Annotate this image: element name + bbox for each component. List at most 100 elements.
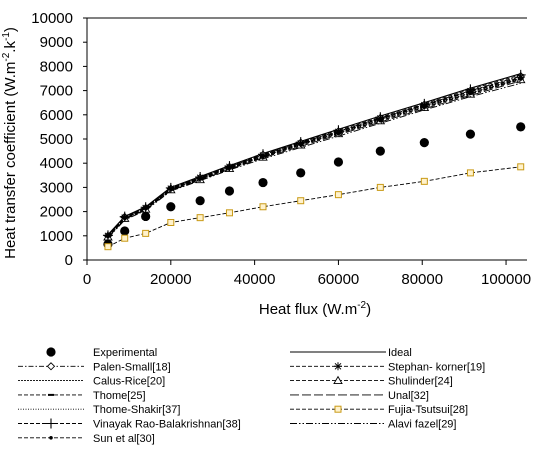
data-point-experimental	[224, 186, 235, 196]
legend-marker-stephan-korner-19	[334, 362, 342, 371]
data-point-fujia-tsutsui-28	[259, 203, 267, 211]
data-point-sun-et-al-30-shape	[122, 216, 127, 221]
y-tick-label: 2000	[40, 204, 73, 221]
series-unal-32	[107, 80, 521, 239]
y-tick-label: 3000	[40, 179, 73, 196]
data-point-fujia-tsutsui-28-shape	[297, 197, 305, 205]
y-axis-title-text: Heat transfer coefficient (W.m	[2, 62, 19, 259]
data-point-fujia-tsutsui-28-shape	[104, 243, 112, 251]
series-line-stephan-korner-19	[107, 76, 521, 237]
legend-label-stephan-korner-19: Stephan- korner[19]	[388, 361, 485, 373]
data-point-experimental-shape	[516, 122, 526, 132]
x-tick-label: 100000	[481, 271, 531, 288]
series-vinayak-rao-balakrishnan-38	[102, 69, 526, 241]
legend-item-palen-small-18: Palen-Small[18]	[18, 361, 171, 373]
data-point-sun-et-al-30	[169, 187, 173, 192]
data-point-fujia-tsutsui-28	[376, 183, 384, 191]
x-axis-title-sup: -2	[357, 300, 366, 311]
data-point-fujia-tsutsui-28-shape	[167, 218, 175, 226]
data-point-experimental-shape	[258, 177, 268, 188]
legend-item-thome-25: Thome[25]	[18, 390, 146, 402]
series-line-unal-32	[107, 80, 521, 239]
data-point-sun-et-al-30-shape	[261, 155, 265, 159]
y-axis-title-mid: .k	[2, 41, 19, 53]
x-tick-label: 80000	[401, 271, 443, 288]
series-sun-et-al-30	[106, 77, 523, 239]
legend-item-ideal: Ideal	[290, 347, 412, 359]
data-point-experimental-shape	[419, 138, 429, 148]
data-point-sun-et-al-30	[378, 118, 383, 123]
legend-marker-shulinder-24	[333, 375, 343, 385]
data-point-experimental-shape	[195, 196, 205, 206]
y-tick-label: 8000	[40, 58, 73, 75]
data-point-fujia-tsutsui-28-shape	[259, 203, 267, 211]
data-point-experimental	[419, 138, 429, 148]
legend-label-alavi-fazel-29: Alavi fazel[29]	[388, 419, 456, 431]
data-point-sun-et-al-30	[122, 216, 127, 221]
x-axis-title-text: Heat flux (W.m	[259, 301, 357, 318]
legend-label-shulinder-24: Shulinder[24]	[388, 376, 453, 388]
data-point-sun-et-al-30-shape	[378, 118, 383, 123]
legend-marker-vinayak-rao-balakrishnan-38-shape	[46, 418, 56, 429]
series-line-sun-et-al-30	[107, 78, 521, 238]
data-point-experimental	[333, 157, 344, 167]
legend-item-fujia-tsutsui-28: Fujia-Tsutsui[28]	[290, 404, 468, 416]
data-point-sun-et-al-30	[261, 155, 265, 159]
data-point-experimental	[120, 226, 130, 236]
legend: Experimental Ideal Palen-Small[18] Stephan-…	[18, 347, 485, 445]
data-point-sun-et-al-30	[106, 234, 110, 239]
data-point-experimental-shape	[296, 168, 306, 178]
legend-item-vinayak-rao-balakrishnan-38: Vinayak Rao-Balakrishnan[38]	[18, 418, 241, 431]
data-point-sun-et-al-30-shape	[298, 143, 303, 147]
data-point-fujia-tsutsui-28-shape	[142, 229, 150, 237]
data-point-sun-et-al-30-shape	[106, 234, 110, 239]
y-axis-title: Heat transfer coefficient (W.m-2.k-1)	[1, 27, 19, 259]
legend-marker-sun-et-al-30-shape	[49, 436, 53, 440]
y-axis-title-sup2: -1	[1, 32, 12, 41]
y-axis-title-end: )	[2, 27, 19, 32]
legend-label-ideal: Ideal	[388, 347, 412, 359]
y-tick-label: 5000	[40, 131, 73, 148]
legend-item-unal-32: Unal[32]	[290, 390, 429, 402]
y-tick-label: 6000	[40, 107, 73, 124]
data-point-experimental	[296, 168, 306, 178]
data-point-sun-et-al-30	[198, 177, 202, 181]
legend-marker-palen-small-18	[46, 362, 56, 371]
legend-marker-fujia-tsutsui-28	[334, 405, 342, 413]
data-point-experimental	[166, 202, 176, 212]
data-point-fujia-tsutsui-28	[104, 243, 112, 251]
axes: 0 1000 2000 3000 4000 5000 6000 7000 8000 9000 100…	[1, 10, 531, 318]
legend-marker-fujia-tsutsui-28-shape	[334, 405, 342, 413]
data-point-sun-et-al-30-shape	[518, 77, 523, 81]
legend-label-palen-small-18: Palen-Small[18]	[93, 361, 171, 373]
data-point-sun-et-al-30	[422, 105, 427, 110]
data-point-experimental	[465, 129, 476, 139]
series-palen-small-18	[103, 71, 525, 240]
data-point-sun-et-al-30	[143, 206, 148, 211]
legend-item-alavi-fazel-29: Alavi fazel[29]	[290, 419, 456, 431]
x-tick-label: 20000	[150, 271, 192, 288]
series-group	[102, 69, 526, 251]
data-point-experimental-shape	[375, 146, 385, 156]
data-point-sun-et-al-30	[468, 91, 473, 96]
data-point-experimental-shape	[120, 226, 130, 236]
legend-item-experimental: Experimental	[46, 347, 157, 359]
x-tick-label: 40000	[234, 271, 276, 288]
legend-label-experimental: Experimental	[93, 347, 157, 359]
y-tick-label: 0	[65, 252, 73, 269]
data-point-fujia-tsutsui-28	[517, 163, 525, 171]
legend-label-thome-shakir-37: Thome-Shakir[37]	[93, 404, 180, 416]
series-shulinder-24	[103, 74, 526, 241]
legend-item-calus-rice-20: Calus-Rice[20]	[18, 376, 165, 388]
series-alavi-fazel-29	[107, 82, 521, 239]
data-point-experimental	[141, 211, 151, 222]
legend-label-calus-rice-20: Calus-Rice[20]	[93, 376, 165, 388]
x-tick-label: 0	[83, 271, 91, 288]
data-point-fujia-tsutsui-28	[196, 214, 204, 222]
data-point-fujia-tsutsui-28-shape	[121, 234, 129, 242]
legend-item-thome-shakir-37: Thome-Shakir[37]	[18, 404, 180, 416]
y-tick-label: 10000	[31, 10, 73, 27]
data-point-sun-et-al-30-shape	[227, 166, 232, 171]
data-point-fujia-tsutsui-28-shape	[517, 163, 525, 171]
